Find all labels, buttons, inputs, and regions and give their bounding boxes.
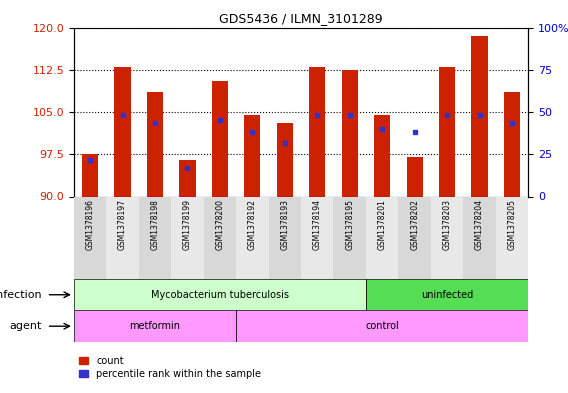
- Text: GSM1378198: GSM1378198: [151, 199, 160, 250]
- FancyBboxPatch shape: [333, 196, 366, 279]
- Text: GSM1378201: GSM1378201: [378, 199, 387, 250]
- Text: GSM1378205: GSM1378205: [508, 199, 516, 250]
- Bar: [407, 157, 423, 196]
- FancyBboxPatch shape: [139, 196, 171, 279]
- Text: GSM1378197: GSM1378197: [118, 199, 127, 250]
- Text: GSM1378204: GSM1378204: [475, 199, 484, 250]
- FancyBboxPatch shape: [431, 196, 463, 279]
- FancyBboxPatch shape: [171, 196, 204, 279]
- Text: GSM1378192: GSM1378192: [248, 199, 257, 250]
- Text: metformin: metformin: [130, 321, 181, 331]
- Text: GSM1378202: GSM1378202: [410, 199, 419, 250]
- Bar: [212, 81, 228, 196]
- Bar: [471, 36, 488, 197]
- FancyBboxPatch shape: [398, 196, 431, 279]
- Text: GSM1378200: GSM1378200: [215, 199, 224, 250]
- FancyBboxPatch shape: [496, 196, 528, 279]
- Bar: [439, 67, 455, 196]
- Text: GSM1378193: GSM1378193: [281, 199, 289, 250]
- Bar: [244, 115, 261, 196]
- FancyBboxPatch shape: [106, 196, 139, 279]
- Legend: count, percentile rank within the sample: count, percentile rank within the sample: [79, 356, 261, 379]
- FancyBboxPatch shape: [236, 196, 269, 279]
- FancyBboxPatch shape: [366, 196, 398, 279]
- Bar: [309, 67, 325, 196]
- FancyBboxPatch shape: [204, 196, 236, 279]
- Text: GSM1378203: GSM1378203: [442, 199, 452, 250]
- FancyBboxPatch shape: [74, 310, 236, 342]
- FancyBboxPatch shape: [301, 196, 333, 279]
- Bar: [277, 123, 293, 196]
- FancyBboxPatch shape: [366, 279, 528, 310]
- Text: Mycobacterium tuberculosis: Mycobacterium tuberculosis: [151, 290, 289, 300]
- Text: GSM1378194: GSM1378194: [313, 199, 321, 250]
- Bar: [341, 70, 358, 196]
- Text: agent: agent: [10, 321, 42, 331]
- Text: infection: infection: [0, 290, 42, 300]
- FancyBboxPatch shape: [74, 196, 106, 279]
- Bar: [82, 154, 98, 196]
- Text: uninfected: uninfected: [421, 290, 473, 300]
- FancyBboxPatch shape: [269, 196, 301, 279]
- Bar: [147, 92, 163, 196]
- FancyBboxPatch shape: [74, 279, 366, 310]
- Text: control: control: [365, 321, 399, 331]
- Text: GSM1378195: GSM1378195: [345, 199, 354, 250]
- Text: GSM1378196: GSM1378196: [86, 199, 94, 250]
- Text: GSM1378199: GSM1378199: [183, 199, 192, 250]
- FancyBboxPatch shape: [463, 196, 496, 279]
- FancyBboxPatch shape: [236, 310, 528, 342]
- Bar: [504, 92, 520, 196]
- Bar: [114, 67, 131, 196]
- Title: GDS5436 / ILMN_3101289: GDS5436 / ILMN_3101289: [219, 12, 383, 25]
- Bar: [179, 160, 195, 196]
- Bar: [374, 115, 390, 196]
